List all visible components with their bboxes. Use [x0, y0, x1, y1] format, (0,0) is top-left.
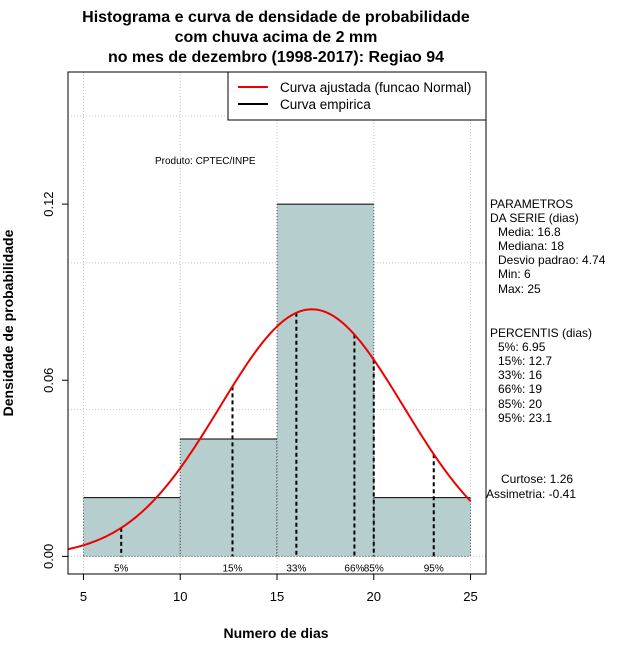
y-tick-label: 0.06: [41, 368, 56, 393]
param-sd: Desvio padrao: 4.74: [498, 253, 606, 267]
normal-curve-line: [67, 308, 472, 551]
percentil-15: 15%: 12.7: [498, 354, 552, 368]
histogram-bar: [83, 497, 181, 557]
legend-box: [227, 71, 487, 121]
legend: Curva ajustada (funcao Normal) Curva emp…: [227, 71, 487, 121]
percentile-label: 33%: [286, 563, 306, 574]
side-panel-parameters: PARAMETROS DA SERIE (dias) Media: 16.8 M…: [490, 197, 606, 296]
x-tick-label: 25: [463, 589, 477, 604]
param-max: Max: 25: [498, 282, 541, 296]
skewness: Assimetria: -0.41: [486, 487, 576, 501]
histogram-bar: [180, 438, 277, 557]
param-heading-1: PARAMETROS: [490, 197, 573, 211]
percentil-85: 85%: 20: [498, 397, 542, 411]
percentil-66: 66%: 19: [498, 382, 542, 396]
percentil-5: 5%: 6.95: [498, 340, 546, 354]
percentile-label: 95%: [424, 563, 444, 574]
histogram-bar: [277, 204, 374, 557]
percentile-lines: [120, 312, 435, 557]
legend-label-fitted: Curva ajustada (funcao Normal): [280, 80, 471, 95]
x-tick-label: 5: [80, 589, 87, 604]
chart-title: Histograma e curva de densidade de proba…: [82, 9, 470, 66]
percentil-95: 95%: 23.1: [498, 411, 552, 425]
histogram-bars: [82, 203, 472, 557]
product-annotation: Produto: CPTEC/INPE: [155, 156, 256, 167]
kurtosis: Curtose: 1.26: [501, 472, 573, 486]
x-tick-label: 15: [270, 589, 284, 604]
param-median: Mediana: 18: [498, 239, 564, 253]
percentile-label: 66%: [344, 563, 364, 574]
y-tick-label: 0.12: [41, 191, 56, 216]
side-panel-shape: Curtose: 1.26 Assimetria: -0.41: [486, 472, 576, 501]
histogram-bar: [373, 497, 471, 557]
percentile-label: 5%: [114, 563, 129, 574]
param-min: Min: 6: [498, 267, 531, 281]
y-axis-title: Densidade de probabilidade: [0, 229, 16, 416]
percentile-label: 15%: [222, 563, 242, 574]
param-heading-2: DA SERIE (dias): [490, 211, 579, 225]
percentis-heading: PERCENTIS (dias): [490, 326, 592, 340]
y-axis: 0.00 0.06 0.12: [41, 191, 68, 569]
percentil-33: 33%: 16: [498, 368, 542, 382]
percentile-labels: 5% 15% 33% 66% 85% 95%: [114, 563, 444, 574]
title-line-1: Histograma e curva de densidade de proba…: [82, 9, 470, 26]
legend-label-empirical: Curva empirica: [280, 97, 371, 112]
normal-curve: [67, 308, 472, 551]
x-tick-label: 10: [173, 589, 187, 604]
percentile-label: 85%: [364, 563, 384, 574]
param-mean: Media: 16.8: [498, 225, 561, 239]
title-line-3: no mes de dezembro (1998-2017): Regiao 9…: [108, 49, 444, 66]
x-tick-label: 20: [367, 589, 381, 604]
y-tick-label: 0.00: [41, 544, 56, 569]
title-line-2: com chuva acima de 2 mm: [175, 29, 378, 46]
x-axis: 5 10 15 20 25: [80, 574, 478, 604]
side-panel-percentiles: PERCENTIS (dias) 5%: 6.95 15%: 12.7 33%:…: [490, 326, 592, 425]
x-axis-title: Numero de dias: [223, 625, 328, 641]
